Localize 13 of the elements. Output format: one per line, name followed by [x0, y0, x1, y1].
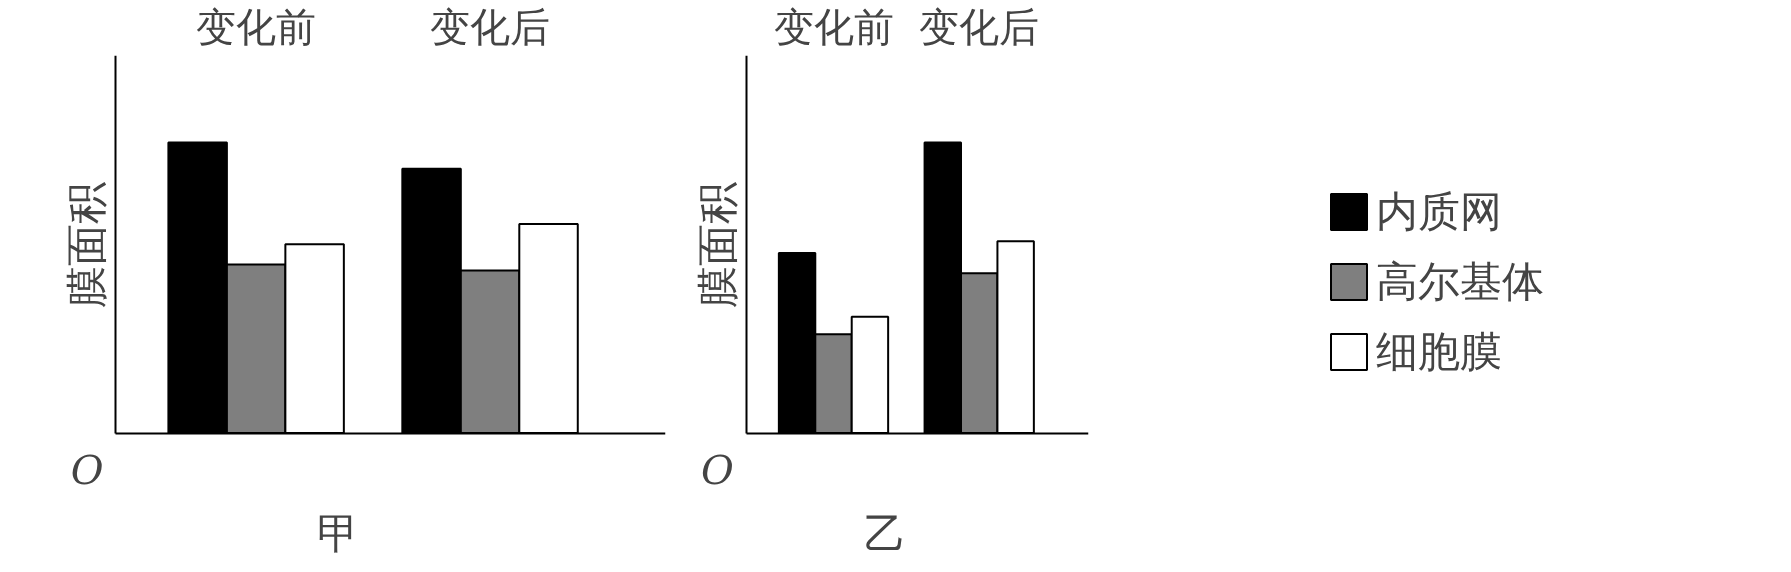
- x-axis-title: 乙: [863, 508, 906, 558]
- legend-label: 高尔基体: [1375, 255, 1544, 308]
- x-axis-title: 甲: [317, 508, 359, 558]
- y-axis-title: 膜面积: [61, 181, 111, 308]
- x-tick-label: 变化前: [196, 3, 317, 50]
- legend-label: 细胞膜: [1375, 325, 1502, 378]
- x-tick-label: 变化后: [430, 3, 551, 50]
- legend-label: 内质网: [1375, 185, 1502, 238]
- y-axis-title: 膜面积: [692, 181, 742, 308]
- text: O: [70, 447, 104, 493]
- text: O: [701, 447, 734, 493]
- x-tick-label: 变化前: [773, 3, 894, 50]
- x-tick-label: 变化后: [919, 3, 1040, 50]
